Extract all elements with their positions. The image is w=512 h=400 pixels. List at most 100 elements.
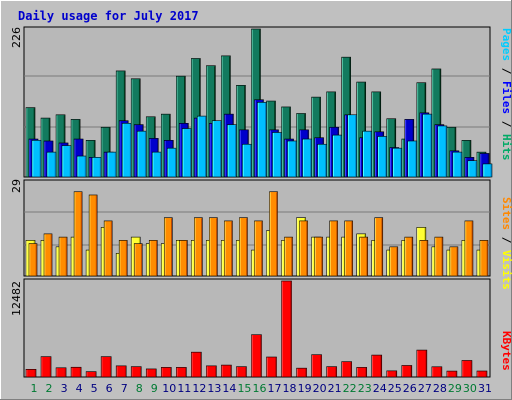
bar-sites-day-6 (103, 220, 113, 277)
day-label-8: 8 (136, 382, 143, 395)
panel-kbytes (23, 278, 491, 378)
bar-pages-day-4 (76, 155, 87, 178)
day-label-11: 11 (177, 382, 191, 395)
bar-kbytes-day-17 (266, 356, 277, 378)
bar-sites-day-8 (133, 243, 143, 277)
bar-sites-day-23 (359, 236, 369, 277)
day-label-26: 26 (403, 382, 417, 395)
bar-kbytes-day-9 (145, 368, 157, 378)
bar-pages-day-26 (407, 140, 418, 178)
bar-sites-day-16 (254, 220, 263, 277)
bar-pages-day-31 (482, 163, 493, 178)
bar-pages-day-25 (392, 147, 403, 178)
bar-sites-day-10 (163, 217, 173, 277)
top-series-legend: Pages / Files / Hits (500, 28, 512, 161)
day-label-21: 21 (328, 382, 342, 395)
day-label-2: 2 (46, 382, 53, 395)
day-label-16: 16 (252, 382, 266, 395)
bar-pages-day-3 (61, 145, 72, 178)
bar-kbytes-day-14 (221, 364, 232, 378)
series-pages (31, 102, 493, 178)
bar-sites-day-1 (28, 243, 38, 277)
bar-sites-day-29 (449, 246, 459, 277)
bar-pages-day-6 (106, 151, 117, 178)
day-label-22: 22 (343, 382, 357, 395)
bar-sites-day-27 (419, 240, 429, 277)
bar-kbytes-day-5 (85, 371, 97, 378)
day-label-14: 14 (222, 382, 236, 395)
day-label-1: 1 (31, 382, 38, 395)
bar-sites-day-5 (88, 194, 98, 277)
series-kbytes (25, 280, 488, 378)
bottom-series-legend: KBytes (500, 331, 512, 371)
bar-pages-day-16 (257, 102, 267, 178)
day-label-29: 29 (448, 382, 462, 395)
day-label-18: 18 (283, 382, 297, 395)
bar-kbytes-day-18 (281, 280, 292, 378)
bar-sites-day-4 (73, 191, 83, 277)
bar-pages-day-20 (317, 143, 327, 178)
day-label-31: 31 (478, 382, 492, 395)
bar-sites-day-11 (179, 240, 188, 277)
bar-pages-day-27 (422, 113, 433, 178)
day-label-15: 15 (237, 382, 251, 395)
day-labels: 1 2 3 4 5 6 7 8 9 10 11 12 13 14 15 16 17 18 19 20 21 22 23 24 2… (31, 382, 492, 395)
bar-pages-day-28 (437, 125, 448, 178)
day-label-7: 7 (121, 382, 128, 395)
bar-sites-day-31 (479, 240, 489, 277)
bar-sites-day-2 (43, 233, 53, 277)
bar-kbytes-day-4 (70, 366, 82, 378)
bar-pages-day-23 (362, 130, 373, 178)
bar-sites-day-19 (299, 220, 308, 277)
bar-pages-day-24 (377, 136, 388, 178)
bar-sites-day-15 (239, 217, 248, 277)
day-label-19: 19 (298, 382, 312, 395)
bar-kbytes-day-2 (40, 356, 52, 378)
bar-kbytes-day-7 (115, 365, 127, 378)
day-label-3: 3 (61, 382, 68, 395)
day-label-13: 13 (207, 382, 221, 395)
bar-kbytes-day-26 (401, 365, 413, 378)
bar-kbytes-day-22 (341, 361, 352, 378)
bar-pages-day-2 (46, 151, 57, 178)
bar-pages-day-5 (91, 157, 102, 178)
bar-pages-day-30 (467, 160, 478, 178)
bar-pages-day-21 (332, 134, 342, 178)
bar-sites-day-25 (389, 246, 399, 277)
bar-pages-day-8 (136, 130, 147, 178)
bar-pages-day-17 (272, 132, 282, 178)
day-label-20: 20 (313, 382, 327, 395)
bar-kbytes-day-1 (25, 369, 37, 378)
bar-sites-day-14 (224, 220, 233, 277)
bar-sites-day-13 (209, 217, 218, 277)
bar-pages-day-13 (212, 120, 222, 178)
day-label-4: 4 (76, 382, 83, 395)
bar-kbytes-day-27 (416, 349, 428, 378)
bar-sites-day-9 (148, 240, 158, 277)
bar-pages-day-19 (302, 138, 312, 178)
series-sites (28, 191, 489, 277)
bar-kbytes-day-24 (371, 354, 383, 378)
bar-kbytes-day-31 (476, 370, 488, 378)
bar-sites-day-17 (269, 191, 278, 277)
day-label-27: 27 (418, 382, 432, 395)
day-label-25: 25 (388, 382, 402, 395)
bar-sites-day-20 (314, 236, 323, 277)
bar-pages-day-7 (121, 123, 132, 178)
day-label-24: 24 (373, 382, 387, 395)
bar-pages-day-18 (287, 140, 297, 178)
bar-kbytes-day-25 (386, 370, 398, 378)
bar-kbytes-day-21 (326, 366, 337, 378)
middle-series-legend: Sites / Visits (500, 197, 512, 290)
bar-kbytes-day-20 (311, 354, 322, 378)
bar-pages-day-9 (151, 151, 162, 178)
chart-title: Daily usage for July 2017 (18, 9, 199, 23)
day-label-28: 28 (433, 382, 447, 395)
bar-kbytes-day-10 (160, 367, 172, 378)
bar-kbytes-day-28 (431, 366, 443, 378)
bar-pages-day-10 (166, 147, 177, 178)
bar-kbytes-day-30 (461, 360, 473, 378)
top-ymax-label: 226 (10, 27, 23, 48)
bar-pages-day-29 (452, 151, 463, 178)
